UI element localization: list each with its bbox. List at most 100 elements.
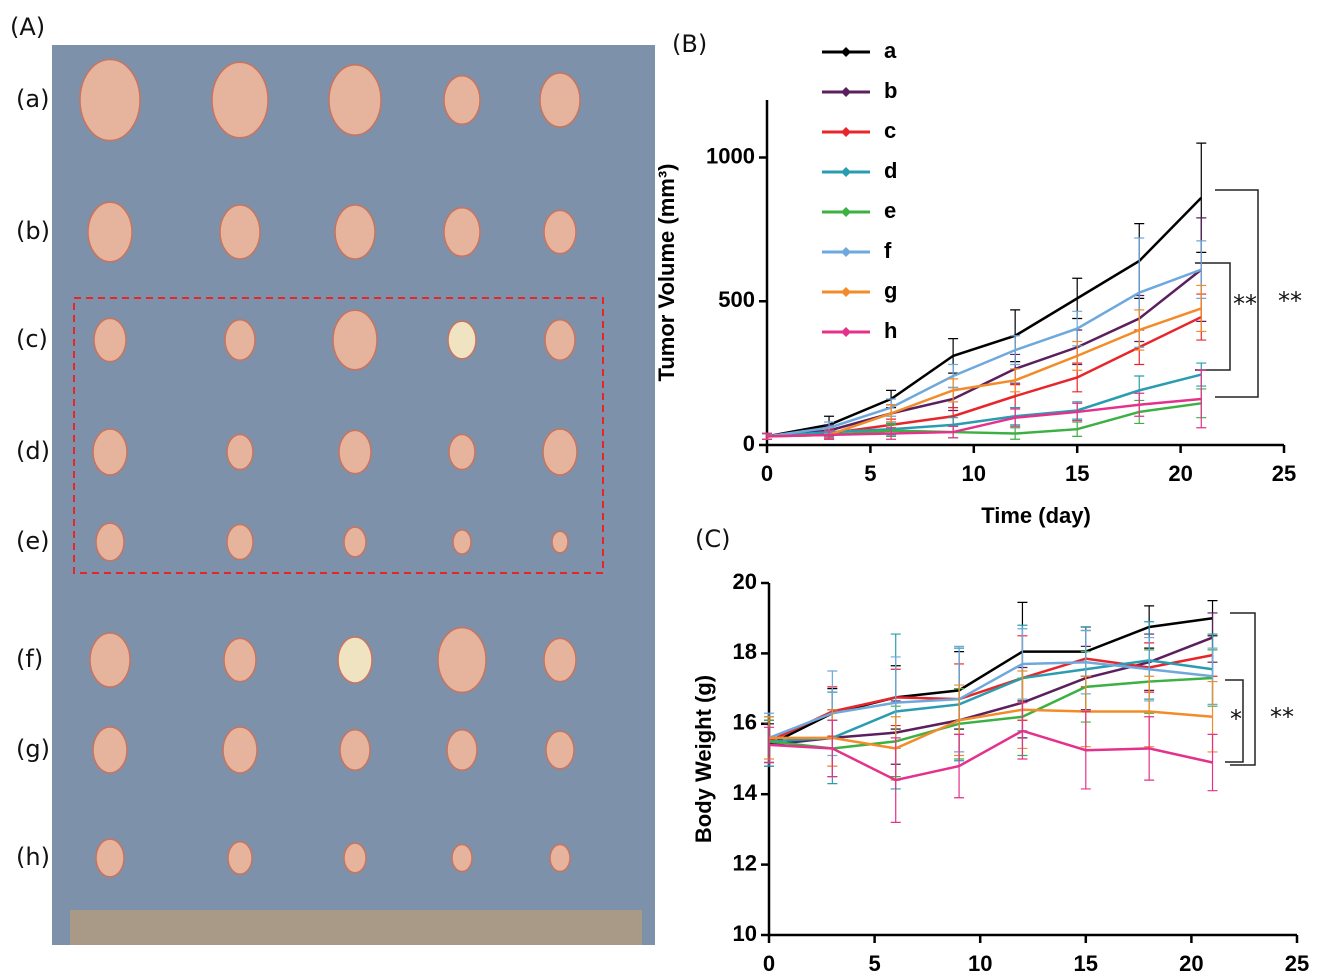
tumor (446, 729, 478, 771)
tumor (226, 523, 254, 561)
x-tick-label: 25 (1285, 951, 1309, 976)
y-tick-label: 500 (718, 287, 755, 312)
y-axis-label: Body Weight (g) (691, 675, 716, 843)
tumor (222, 726, 258, 774)
tumor (539, 72, 581, 128)
legend-label: f (884, 238, 892, 263)
ruler (70, 910, 642, 945)
tumor (92, 428, 128, 476)
legend-marker (841, 287, 851, 297)
series-line (768, 659, 1213, 743)
tumor (343, 842, 367, 874)
tumor (338, 429, 372, 475)
x-tick-label: 0 (763, 951, 775, 976)
legend-label: b (884, 78, 897, 103)
series-line (766, 268, 1202, 438)
legend-label: d (884, 158, 897, 183)
tumor (452, 529, 472, 555)
series-line (766, 397, 1202, 438)
panel-label: (A) (10, 13, 45, 41)
series-line (766, 307, 1202, 438)
tumor (224, 319, 256, 361)
series-line (768, 729, 1213, 782)
row-label: (a) (16, 85, 49, 113)
row-label: (f) (16, 645, 43, 673)
x-tick-label: 10 (968, 951, 992, 976)
y-tick-label: 16 (733, 710, 757, 735)
x-tick-label: 15 (1074, 951, 1098, 976)
tumor (337, 636, 373, 684)
y-tick-label: 18 (733, 639, 757, 664)
photo-background (52, 45, 655, 945)
x-axis-label: Time (day) (981, 503, 1091, 528)
legend-label: g (884, 278, 897, 303)
tumor (339, 729, 371, 771)
tumor (95, 838, 125, 878)
tumor (219, 204, 261, 260)
y-axis-label: Tumor Volume (mm³) (654, 164, 679, 382)
tumor (92, 726, 128, 774)
tumor (545, 730, 575, 770)
row-label: (b) (16, 217, 50, 245)
x-tick-label: 15 (1065, 461, 1089, 486)
series-line (766, 268, 1203, 438)
row-label: (g) (16, 735, 50, 763)
legend-label: h (884, 318, 897, 343)
legend-marker (841, 327, 851, 337)
tumor (543, 209, 577, 255)
tumors (79, 58, 581, 878)
tumor (227, 841, 253, 875)
tumor (551, 530, 569, 554)
tumor (79, 58, 141, 142)
tumor (226, 433, 254, 471)
x-tick-label: 20 (1179, 951, 1203, 976)
panel-label: (B) (672, 30, 707, 58)
tumor (448, 433, 476, 471)
series-line (768, 676, 1213, 750)
x-tick-label: 0 (761, 461, 773, 486)
x-tick-label: 25 (1272, 461, 1296, 486)
bracket (1230, 612, 1256, 766)
tumor (447, 320, 477, 360)
highlight-box (73, 297, 604, 574)
series-line (768, 653, 1213, 743)
x-tick-label: 20 (1168, 461, 1192, 486)
legend-marker (841, 247, 851, 257)
panel-label: (C) (695, 525, 730, 553)
tumor (543, 637, 577, 683)
row-label: (c) (16, 325, 48, 353)
series-line (766, 196, 1203, 438)
x-tick-label: 10 (962, 461, 986, 486)
tumor (451, 843, 473, 873)
x-tick-label: 5 (868, 951, 880, 976)
series-line (768, 660, 1213, 740)
tumor (437, 626, 487, 694)
tumor (89, 632, 131, 688)
annotation: ** (1233, 290, 1257, 318)
series-line (769, 708, 1213, 750)
annotation: * (1230, 705, 1242, 733)
row-label: (h) (16, 843, 50, 871)
x-tick-label: 5 (864, 461, 876, 486)
legend-marker (841, 127, 851, 137)
tumor (223, 637, 257, 683)
y-tick-label: 12 (733, 850, 757, 875)
bracket (1215, 189, 1259, 398)
y-tick-label: 10 (733, 921, 757, 946)
annotation: ** (1270, 703, 1294, 731)
legend-marker (841, 167, 851, 177)
y-tick-label: 1000 (706, 143, 755, 168)
tumor (328, 64, 382, 136)
y-tick-label: 14 (733, 780, 758, 805)
row-labels: (a) (b) (c) (d) (e) (f) (g) (h) (16, 85, 50, 871)
tumor (332, 309, 378, 371)
tumor (443, 74, 481, 126)
tumor (95, 522, 125, 562)
legend-label: e (884, 198, 896, 223)
tumor (544, 319, 576, 361)
legend-label: a (884, 38, 897, 63)
tumor (87, 201, 133, 263)
tumor (343, 526, 367, 558)
tumor (549, 843, 571, 873)
